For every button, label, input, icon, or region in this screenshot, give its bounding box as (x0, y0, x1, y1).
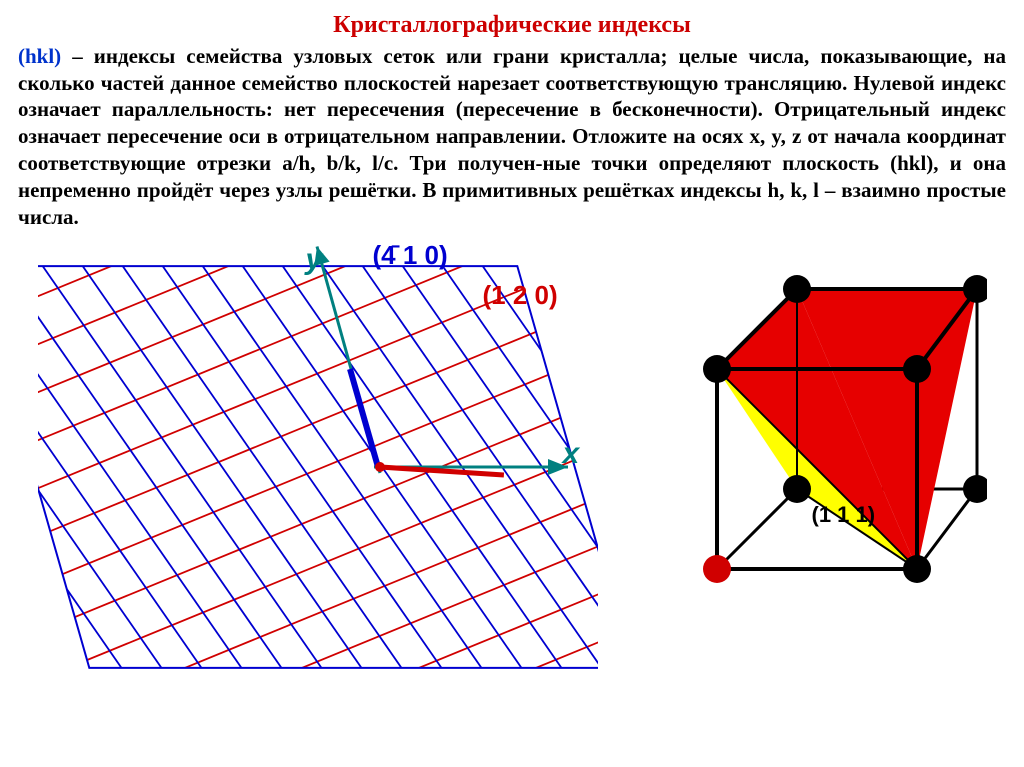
body-text-content: – индексы семейства узловых сеток или гр… (18, 44, 1006, 229)
right-cube-svg (657, 239, 987, 619)
hkl-label: (hkl) (18, 44, 61, 68)
right-cube-diagram: (1 1 1) (657, 239, 987, 626)
left-lattice-diagram: y x (4̄ 1 0) (1 2 0) (38, 239, 598, 676)
label-120: (1 2 0) (483, 279, 558, 312)
x-axis-label: x (563, 435, 580, 473)
label-111: (1 1 1) (812, 501, 876, 529)
diagram-row: y x (4̄ 1 0) (1 2 0) (1 1 1) (18, 239, 1006, 676)
page-title: Кристаллографические индексы (18, 10, 1006, 41)
label-410: (4̄ 1 0) (373, 239, 448, 272)
body-paragraph: (hkl) – индексы семейства узловых сеток … (18, 43, 1006, 231)
y-axis-label: y (306, 241, 323, 279)
